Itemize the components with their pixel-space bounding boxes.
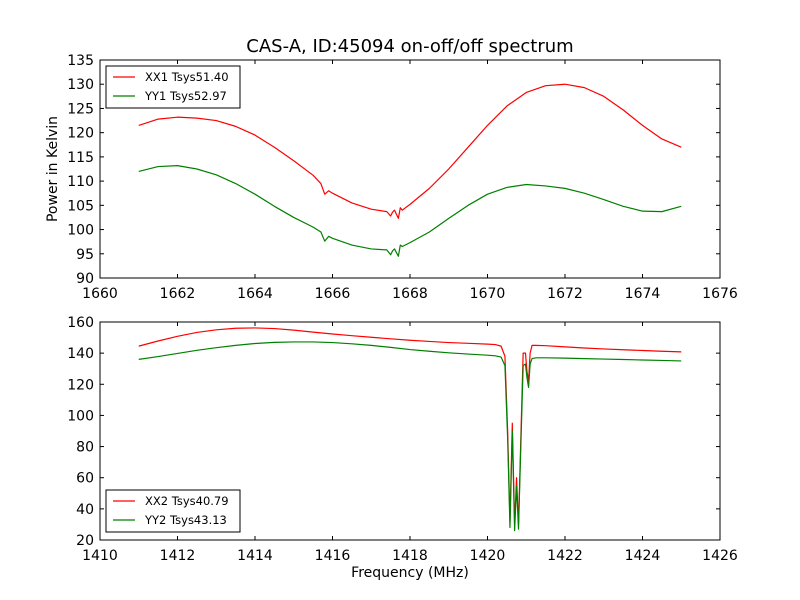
x-tick-label: 1410 bbox=[82, 548, 118, 564]
x-tick-label: 1420 bbox=[470, 548, 506, 564]
y-tick-label: 120 bbox=[67, 126, 94, 142]
x-tick-label: 1670 bbox=[470, 286, 506, 302]
subplot-2: 1410 1412 1414 1416 1418 1420 1422 1424 1426 20 40… bbox=[67, 315, 738, 581]
x-axis-label: Frequency (MHz) bbox=[351, 565, 469, 581]
y-tick-label: 90 bbox=[76, 271, 94, 287]
x-tick-label: 1668 bbox=[392, 286, 428, 302]
legend-entry: YY2 Tsys43.13 bbox=[144, 513, 227, 527]
x-tick-label: 1418 bbox=[392, 548, 428, 564]
x-tick-label: 1676 bbox=[702, 286, 738, 302]
x-tick-label: 1412 bbox=[160, 548, 196, 564]
y-tick-label: 160 bbox=[67, 315, 94, 331]
legend-entry: YY1 Tsys52.97 bbox=[144, 89, 227, 103]
y-tick-label: 60 bbox=[76, 471, 94, 487]
y-tick-label: 100 bbox=[67, 223, 94, 239]
legend-1: XX1 Tsys51.40 YY1 Tsys52.97 bbox=[105, 65, 241, 109]
legend-box bbox=[105, 489, 241, 533]
x-tick-label: 1426 bbox=[702, 548, 738, 564]
x-tick-label: 1660 bbox=[82, 286, 118, 302]
x-tick-label: 1666 bbox=[315, 286, 351, 302]
y-tick-label: 115 bbox=[67, 150, 94, 166]
subplot-1: 1660 1662 1664 1666 1668 1670 1672 1674 1676 90 95… bbox=[45, 53, 738, 302]
x-tick-label: 1414 bbox=[237, 548, 273, 564]
x-tick-label: 1674 bbox=[625, 286, 661, 302]
series-line-2-2 bbox=[138, 341, 682, 532]
y-tick-label: 105 bbox=[67, 198, 94, 214]
x-tick-label: 1424 bbox=[625, 548, 661, 564]
y-tick-label: 140 bbox=[67, 346, 94, 362]
series-line-1-1 bbox=[138, 83, 682, 220]
legend-entry: XX1 Tsys51.40 bbox=[145, 70, 229, 84]
y-tick-label: 95 bbox=[76, 247, 94, 263]
y-tick-label: 20 bbox=[76, 533, 94, 549]
y-tick-label: 125 bbox=[67, 101, 94, 117]
x-tick-label: 1662 bbox=[160, 286, 196, 302]
x-tick-label: 1416 bbox=[315, 548, 351, 564]
y-tick-label: 130 bbox=[67, 77, 94, 93]
y-tick-label: 120 bbox=[67, 377, 94, 393]
y-tick-label: 40 bbox=[76, 502, 94, 518]
y-tick-label: 110 bbox=[67, 174, 94, 190]
chart-title: CAS-A, ID:45094 on-off/off spectrum bbox=[246, 36, 573, 57]
legend-box bbox=[105, 65, 241, 109]
x-tick-label: 1664 bbox=[237, 286, 273, 302]
legend-entry: XX2 Tsys40.79 bbox=[145, 494, 229, 508]
legend-2: XX2 Tsys40.79 YY2 Tsys43.13 bbox=[105, 489, 241, 533]
y-axis-label: Power in Kelvin bbox=[45, 116, 61, 222]
chart-panels: 1660 1662 1664 1666 1668 1670 1672 1674 1676 90 95… bbox=[45, 53, 738, 581]
y-tick-label: 100 bbox=[67, 408, 94, 424]
series-line-1-2 bbox=[138, 165, 682, 257]
y-tick-label: 80 bbox=[76, 440, 94, 456]
x-tick-label: 1422 bbox=[547, 548, 583, 564]
x-tick-label: 1672 bbox=[547, 286, 583, 302]
y-tick-label: 135 bbox=[67, 53, 94, 69]
